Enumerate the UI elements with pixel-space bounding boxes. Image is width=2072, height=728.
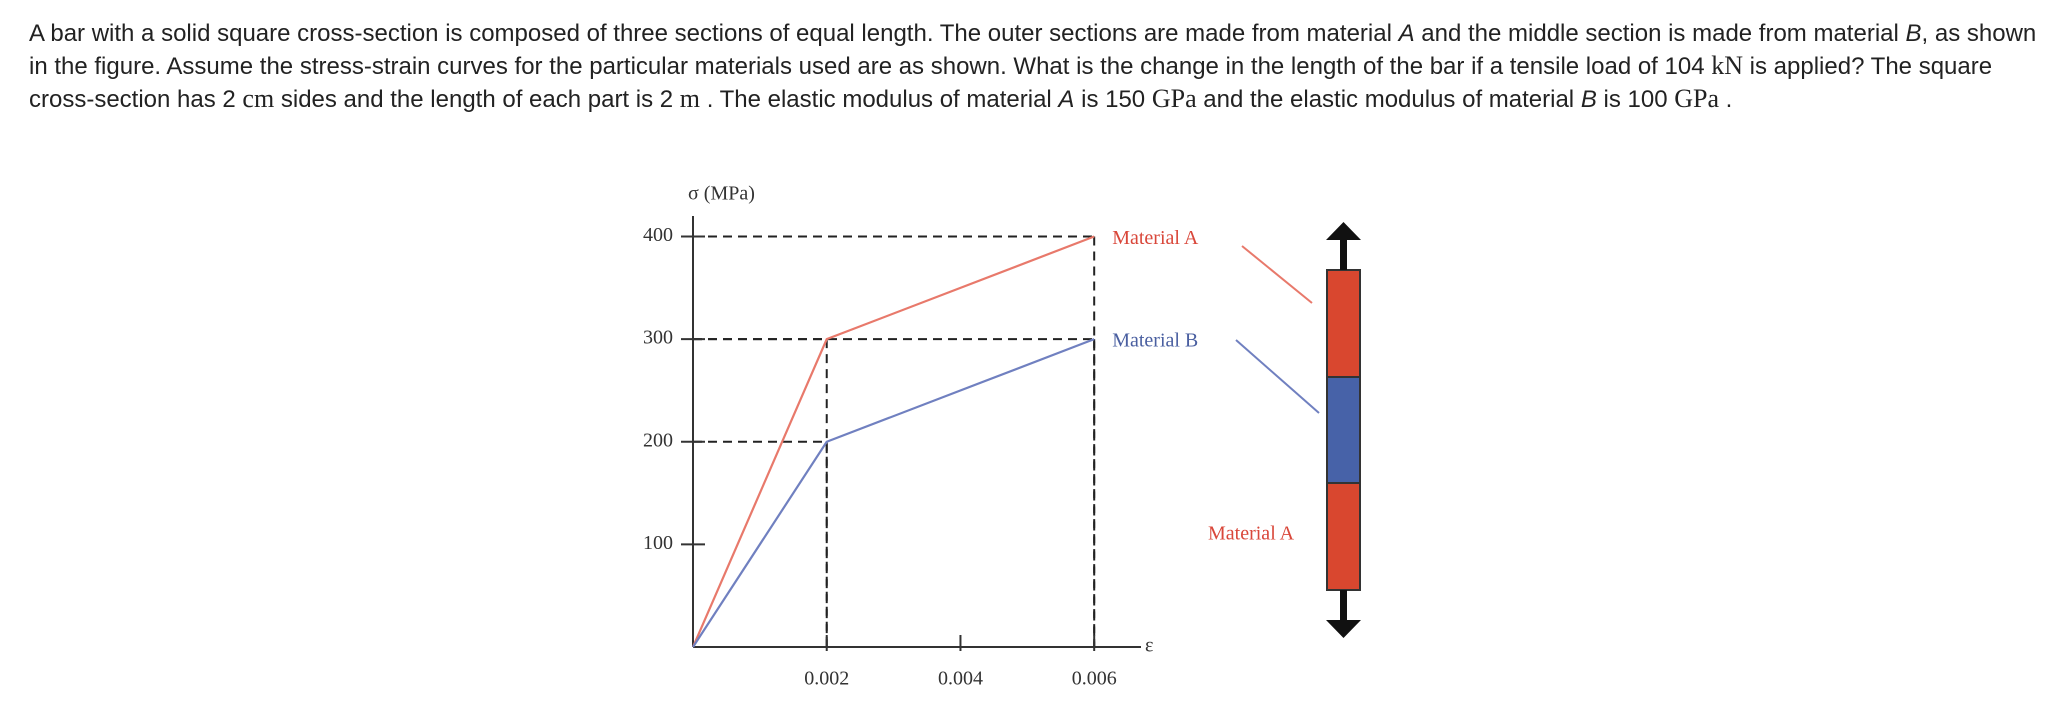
text-run: , as shown in the figure. Assume the str… — [29, 20, 2037, 80]
text-run: A — [1398, 20, 1415, 47]
math-text: GPa — [1674, 84, 1719, 113]
load-arrow-head — [1326, 620, 1361, 638]
leader-line — [1241, 245, 1313, 304]
text-run: is 150 — [1074, 86, 1152, 113]
question-text: A bar with a solid square cross-section … — [29, 18, 2049, 116]
text-run: . The elastic modulus of material — [700, 86, 1059, 113]
bar-section-a — [1326, 482, 1361, 591]
math-text: GPa — [1151, 84, 1197, 113]
bar-section-b — [1326, 376, 1361, 484]
bar-section-a — [1326, 269, 1361, 378]
x-axis-label: ε — [1145, 635, 1153, 657]
y-tick-label: 300 — [643, 327, 673, 349]
y-tick-label: 100 — [643, 532, 673, 554]
math-text: m — [679, 84, 701, 113]
series-label: Material A — [1112, 227, 1199, 249]
x-tick-label: 0.004 — [938, 668, 983, 690]
bar-label: Material A — [1208, 523, 1295, 545]
text-run: . — [1719, 86, 1733, 113]
x-tick-label: 0.002 — [804, 668, 849, 690]
y-axis-label: σ (MPa) — [688, 183, 755, 205]
load-arrow-head — [1326, 222, 1361, 240]
y-tick-label: 200 — [643, 429, 673, 451]
text-run: and the elastic modulus of material — [1196, 86, 1581, 113]
series-label: Material B — [1112, 330, 1198, 352]
text-run: is 100 — [1596, 86, 1675, 113]
text-run: A bar with a solid square cross-section … — [29, 20, 1399, 47]
text-run: is applied? The square cross-section has… — [29, 53, 1993, 113]
y-tick-label: 400 — [643, 224, 673, 246]
math-text: cm — [242, 84, 275, 113]
text-run: B — [1580, 86, 1597, 113]
x-tick-label: 0.006 — [1072, 668, 1117, 690]
text-run: B — [1905, 20, 1922, 47]
series-line — [691, 235, 1095, 648]
math-text: kN — [1711, 51, 1744, 80]
series-line — [692, 338, 1095, 648]
text-run: sides and the length of each part is 2 — [274, 86, 680, 113]
text-run: A — [1058, 86, 1075, 113]
text-run: and the middle section is made from mate… — [1414, 20, 1906, 47]
leader-line — [1235, 339, 1320, 414]
